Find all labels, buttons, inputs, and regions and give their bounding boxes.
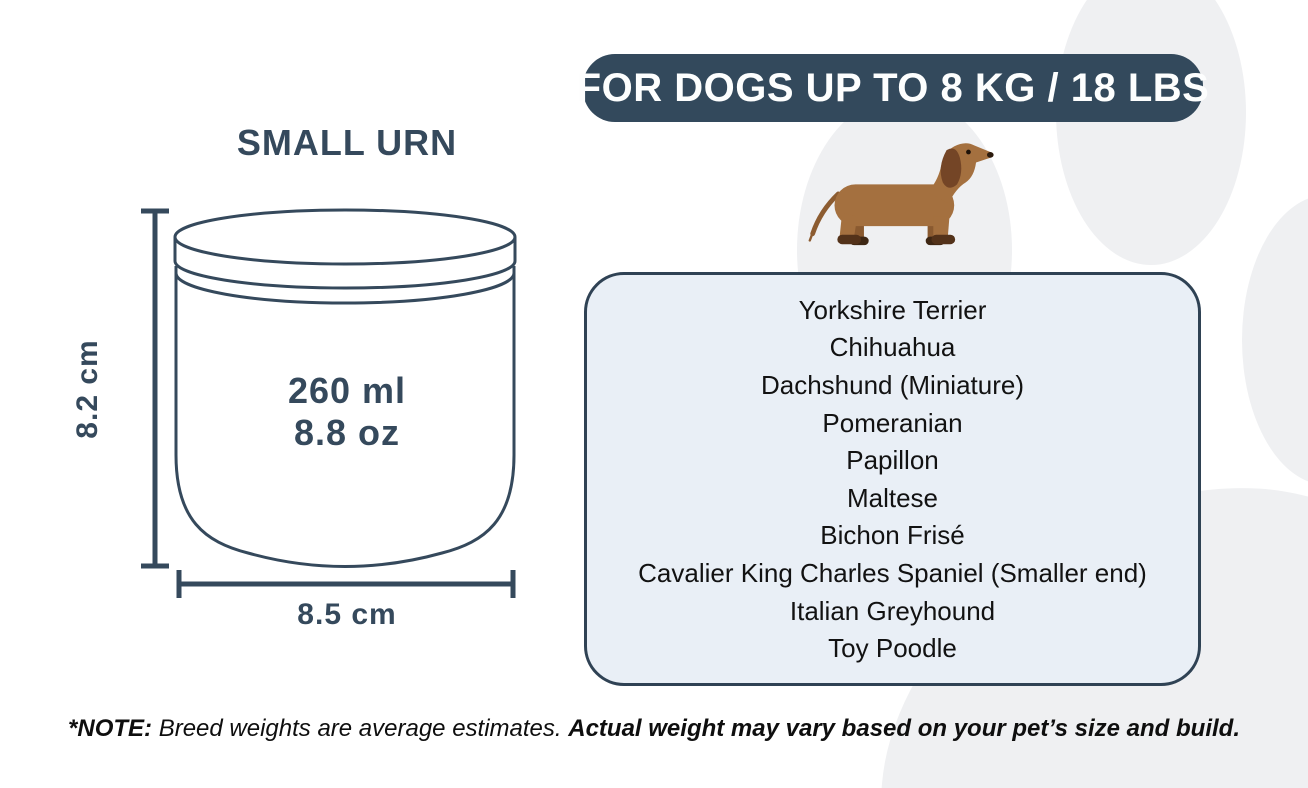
dog-nose <box>986 152 994 158</box>
breed-list-item: Italian Greyhound <box>789 595 996 626</box>
height-dimension-line <box>141 208 169 569</box>
dog-ear <box>940 148 962 188</box>
breed-list-item: Bichon Frisé <box>820 520 965 551</box>
urn-title: SMALL URN <box>236 122 458 163</box>
urn-lid-top <box>173 208 517 266</box>
breed-list-item: Papillon <box>846 445 939 476</box>
weight-capacity-label: FOR DOGS UP TO 8 KG / 18 LBS <box>576 65 1210 110</box>
width-dimension-line <box>176 570 516 598</box>
dog-tail-tip <box>808 225 816 242</box>
urn-volume-ml: 260 ml <box>287 370 407 411</box>
dog-body <box>834 184 955 227</box>
breed-list-item: Yorkshire Terrier <box>798 294 987 325</box>
dog-near-paw <box>837 234 862 245</box>
weight-capacity-badge: FOR DOGS UP TO 8 KG / 18 LBS <box>577 54 1209 122</box>
urn-volume-label: 260 ml 8.8 oz <box>155 370 539 454</box>
dog-near-paw <box>931 234 956 245</box>
paw-print-toe-icon <box>1056 0 1246 265</box>
breed-list-item: Cavalier King Charles Spaniel (Smaller e… <box>638 557 1147 588</box>
dog-near-leg <box>839 212 858 241</box>
dog-tail <box>810 191 841 237</box>
breed-list-item: Dachshund (Miniature) <box>760 369 1024 400</box>
footnote-emphasis: Actual weight may vary based on your pet… <box>568 715 1240 742</box>
dog-eye <box>966 149 971 155</box>
urn-volume-oz: 8.8 oz <box>293 412 401 453</box>
dachshund-illustration <box>808 143 994 246</box>
urn-height-label: 8.2 cm <box>71 339 104 439</box>
breed-list-item: Maltese <box>846 482 939 513</box>
breed-list-item: Pomeranian <box>822 407 963 438</box>
urn-width-label: 8.5 cm <box>297 598 397 631</box>
paw-print-toe-icon <box>1242 195 1308 485</box>
urn-body <box>174 266 516 568</box>
breed-list-panel: Yorkshire Terrier Chihuahua Dachshund (M… <box>584 272 1201 686</box>
urn-diagram <box>141 208 517 598</box>
urn-shoulder-line <box>174 272 516 305</box>
footnote-prefix: *NOTE: <box>68 715 153 742</box>
breed-list-item: Toy Poodle <box>828 633 957 664</box>
breed-list-item: Chihuahua <box>829 332 956 363</box>
footnote-body: Breed weights are average estimates. <box>158 715 562 742</box>
footnote: *NOTE: Breed weights are average estimat… <box>0 713 1308 745</box>
dog-near-leg <box>933 216 950 241</box>
